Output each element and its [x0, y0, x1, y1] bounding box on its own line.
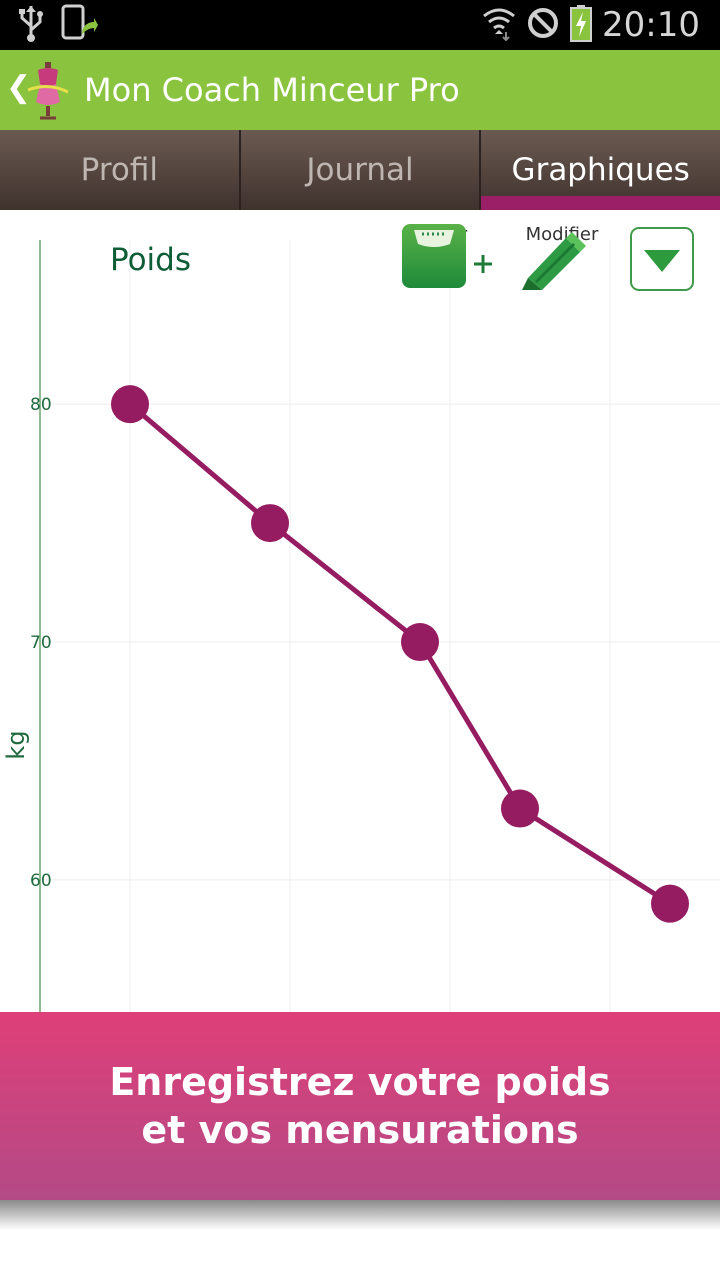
data-point [111, 385, 149, 424]
data-point [501, 789, 539, 828]
y-axis-label: kg [2, 730, 30, 759]
y-tick-label: 60 [30, 871, 52, 891]
app-title: Mon Coach Minceur Pro [84, 71, 460, 109]
tab-profil[interactable]: Profil [0, 130, 241, 210]
more-button[interactable]: plus [628, 226, 704, 291]
wifi-icon [482, 4, 516, 46]
tab-label: Journal [306, 152, 414, 188]
tab-label: Graphiques [511, 152, 690, 188]
no-signal-icon [526, 6, 560, 44]
data-point [401, 623, 439, 662]
scale-add-icon [402, 224, 492, 288]
tab-bar: Profil Journal Graphiques [0, 130, 720, 210]
phone-update-icon [60, 4, 98, 46]
data-point [651, 884, 689, 923]
promo-banner: Enregistrez votre poids et vos mensurati… [0, 1012, 720, 1200]
edit-weight-label: Modifier [525, 224, 599, 245]
bottom-shadow [0, 1200, 720, 1230]
add-weight-button[interactable]: Ajouter [400, 224, 500, 288]
y-tick-label: 80 [30, 395, 52, 415]
tab-label: Profil [80, 152, 158, 188]
status-clock: 20:10 [602, 5, 700, 45]
pencil-icon [522, 232, 586, 290]
mannequin-tape-icon[interactable] [26, 62, 70, 120]
battery-charging-icon [570, 4, 593, 46]
usb-icon [18, 4, 44, 46]
dropdown-triangle-icon [630, 227, 694, 291]
tab-graphiques[interactable]: Graphiques [481, 130, 720, 210]
chart-title: Poids [110, 242, 191, 278]
status-bar: 20:10 [0, 0, 720, 50]
data-point [251, 504, 289, 543]
series-line-poids [128, 402, 672, 906]
back-chevron-icon[interactable]: ❮ [6, 70, 32, 105]
tab-journal[interactable]: Journal [241, 130, 482, 210]
y-tick-label: 70 [30, 633, 52, 653]
banner-line-1: Enregistrez votre poids [109, 1060, 611, 1104]
action-bar: ❮ Mon Coach Minceur Pro [0, 50, 720, 130]
edit-weight-button[interactable]: Modifier [518, 224, 606, 290]
banner-line-2: et vos mensurations [141, 1108, 579, 1152]
